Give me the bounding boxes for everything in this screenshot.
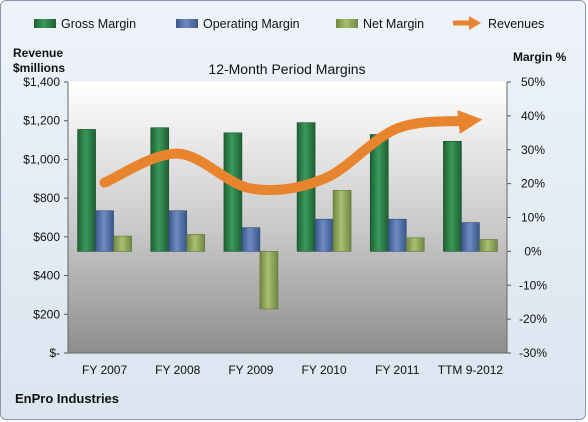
x-tick-label: TTM 9-2012 [438,363,504,377]
revenue-line-layer [99,110,483,196]
legend-swatch-operating-margin [176,19,198,28]
right-tick-label: -30% [519,346,547,360]
legend-item-operating-margin: Operating Margin [176,17,300,31]
bar-gross-margin [369,134,389,252]
bar-net-margin [259,251,279,310]
right-tick-label: 10% [521,211,545,225]
right-tick-label: -10% [519,278,547,292]
legend-swatch-net-margin [336,19,358,28]
bar-net-margin [113,235,132,252]
right-tick-label: 50% [521,75,545,89]
left-tick-label: $1,200 [23,114,60,128]
right-tick-label: 40% [521,109,545,123]
legend-swatch-gross-margin [34,19,56,28]
left-axis-title-line2: $millions [13,61,65,75]
bar-net-margin [479,239,498,252]
x-tick-label: FY 2011 [375,363,420,377]
bar-operating-margin [461,222,480,252]
chart-title: 12-Month Period Margins [208,61,365,77]
legend-label-gross-margin: Gross Margin [61,17,136,31]
left-tick-label: $600 [33,230,60,244]
bars-layer [77,122,498,310]
plot-area [68,82,507,353]
x-tick-label: FY 2010 [302,363,347,377]
bar-gross-margin [443,140,462,252]
left-tick-label: $1,400 [23,75,60,89]
left-tick-label: $800 [33,191,60,205]
company-name: EnPro Industries [15,391,119,406]
left-tick-label: $200 [33,307,60,321]
bar-net-margin [186,234,206,252]
legend-label-revenues: Revenues [488,17,544,31]
right-tick-label: 30% [521,143,545,157]
right-tick-label: -20% [519,312,547,326]
x-tick-label: FY 2008 [155,363,200,377]
x-axis-ticks: FY 2007 FY 2008 FY 2009 FY 2010 FY 2011 TTM 9… [68,352,507,377]
left-axis-ticks: $1,400 $1,200 $1,000 $800 $600 $400 $200 $- [23,75,69,360]
bar-gross-margin [77,129,96,252]
right-axis-ticks: 50% 40% 30% 20% 10% 0% -10% -20% -30% [506,75,547,360]
legend-item-gross-margin: Gross Margin [34,17,136,31]
bar-gross-margin [150,127,170,252]
bar-gross-margin [223,132,243,252]
legend-item-net-margin: Net Margin [336,17,424,31]
right-tick-label: 20% [521,177,545,191]
legend: Gross Margin Operating Margin Net Margin… [34,16,544,31]
bar-operating-margin [314,218,334,252]
left-tick-label: $1,000 [23,152,60,166]
legend-arrow-revenues [469,16,481,30]
bar-operating-margin [95,210,114,252]
right-tick-label: 0% [524,244,542,258]
bar-net-margin [405,237,425,252]
left-tick-label: $400 [33,269,60,283]
legend-label-operating-margin: Operating Margin [203,17,300,31]
bar-operating-margin [241,227,261,252]
left-tick-label: $- [49,346,60,360]
x-tick-label: FY 2009 [228,363,273,377]
legend-label-net-margin: Net Margin [363,17,424,31]
legend-item-revenues: Revenues [453,16,544,31]
bar-net-margin [332,190,352,252]
bar-operating-margin [168,210,188,252]
bar-operating-margin [387,218,407,252]
x-tick-label: FY 2007 [82,363,127,377]
left-axis-title-line1: Revenue [13,46,63,60]
revenue-line [99,110,483,196]
right-axis-title: Margin % [513,50,567,64]
